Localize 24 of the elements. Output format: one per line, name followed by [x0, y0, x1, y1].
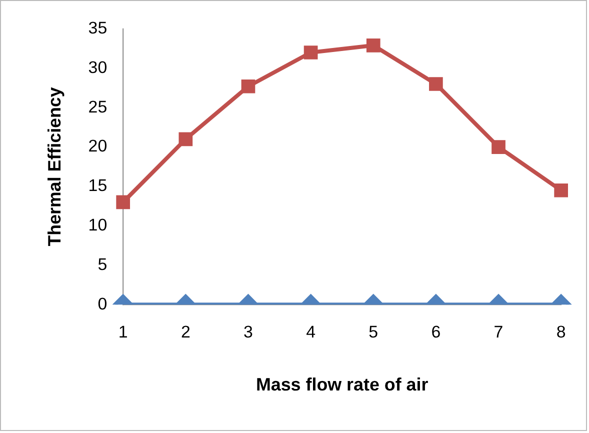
y-tick-label: 10	[88, 215, 108, 234]
y-axis-title: Thermal Efficiency	[44, 87, 65, 246]
point	[241, 79, 256, 94]
x-tick-label: 5	[368, 322, 378, 342]
y-tick-label: 5	[98, 254, 108, 274]
x-tick-label: 2	[180, 322, 190, 342]
x-tick-label: 1	[118, 322, 128, 342]
y-tick-label: 35	[88, 18, 108, 38]
x-axis-title: Mass flow rate of air	[256, 374, 428, 394]
y-tick-label: 30	[88, 58, 108, 77]
y-tick-label: 20	[88, 136, 108, 156]
point	[178, 132, 193, 146]
point	[429, 77, 443, 91]
x-tick-label: 3	[244, 322, 253, 342]
point	[492, 140, 506, 154]
point	[304, 46, 318, 60]
x-tick-label: 7	[494, 322, 504, 342]
x-tick-label: 6	[431, 322, 441, 342]
y-tick-label: 15	[88, 176, 108, 196]
y-tick-label: 25	[88, 97, 108, 116]
point	[366, 38, 380, 52]
x-tick-label: 8	[556, 322, 566, 342]
y-tick-label: 0	[98, 294, 108, 314]
x-tick-label: 4	[306, 322, 316, 342]
